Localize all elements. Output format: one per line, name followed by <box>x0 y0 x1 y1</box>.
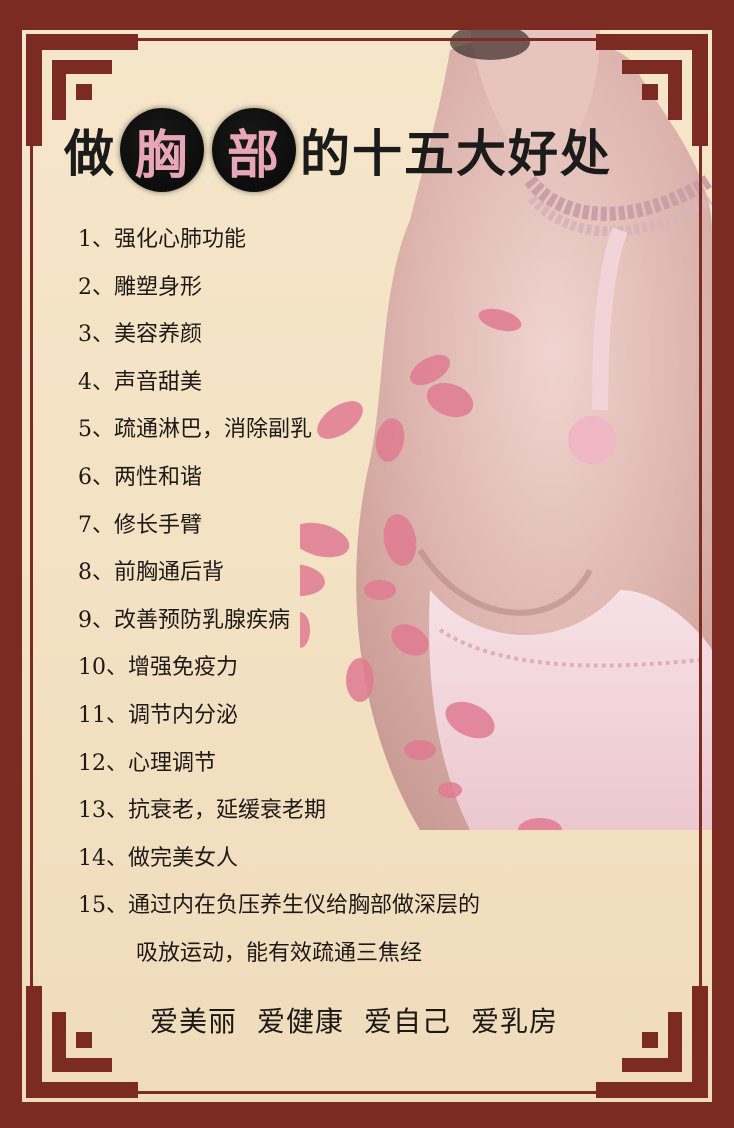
benefit-item: 2、雕塑身形 <box>78 274 202 300</box>
title-part-1: 做 <box>64 125 116 183</box>
benefit-item: 3、美容养颜 <box>78 322 202 348</box>
corner-ornament-icon <box>592 30 712 150</box>
benefit-item: 7、修长手臂 <box>78 512 202 538</box>
title-circled-char-1: 胸 <box>120 108 204 192</box>
benefit-item: 11、调节内分泌 <box>78 702 238 728</box>
corner-ornament-icon <box>22 30 142 150</box>
poster-title: 做 胸 部 的十五大好处 <box>64 100 704 200</box>
slogan-row: 爱美丽 爱健康 爱自己 爱乳房 <box>150 1000 630 1040</box>
title-circled-char-2: 部 <box>212 108 296 192</box>
title-part-2: 的十五大好处 <box>300 125 612 183</box>
benefit-item: 15、通过内在负压养生仪给胸部做深层的 <box>78 893 480 919</box>
benefit-item: 12、心理调节 <box>78 750 216 776</box>
benefit-item: 6、两性和谐 <box>78 464 202 490</box>
benefit-item: 8、前胸通后背 <box>78 560 224 586</box>
corner-ornament-icon <box>592 982 712 1102</box>
benefit-item: 5、疏通淋巴，消除副乳 <box>78 417 312 443</box>
slogan-item: 爱自己 <box>364 1005 452 1038</box>
benefit-item: 4、声音甜美 <box>78 369 202 395</box>
benefit-item-continuation: 吸放运动，能有效疏通三焦经 <box>136 940 423 966</box>
benefit-item: 9、改善预防乳腺疾病 <box>78 607 290 633</box>
benefit-item: 14、做完美女人 <box>78 845 238 871</box>
benefit-item: 10、增强免疫力 <box>78 655 238 681</box>
corner-ornament-icon <box>22 982 142 1102</box>
slogan-item: 爱健康 <box>257 1005 345 1038</box>
woman-illustration <box>300 30 712 830</box>
slogan-item: 爱美丽 <box>150 1005 238 1038</box>
poster-panel <box>22 30 712 1102</box>
benefits-list: 1、强化心肺功能 2、雕塑身形 3、美容养颜 4、声音甜美 5、疏通淋巴，消除副… <box>78 222 598 984</box>
slogan-item: 爱乳房 <box>471 1005 559 1038</box>
benefit-item: 13、抗衰老，延缓衰老期 <box>78 798 326 824</box>
benefit-item: 1、强化心肺功能 <box>78 227 246 252</box>
